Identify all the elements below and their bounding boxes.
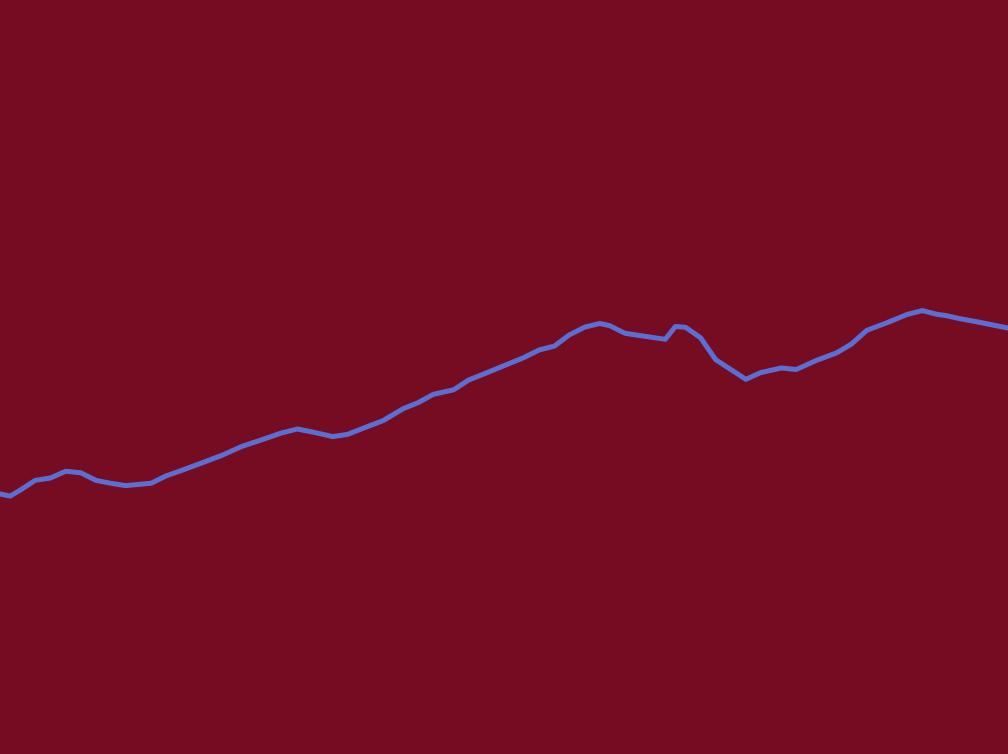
series-line-0: [0, 308, 1008, 499]
series-layer: [0, 308, 1008, 499]
